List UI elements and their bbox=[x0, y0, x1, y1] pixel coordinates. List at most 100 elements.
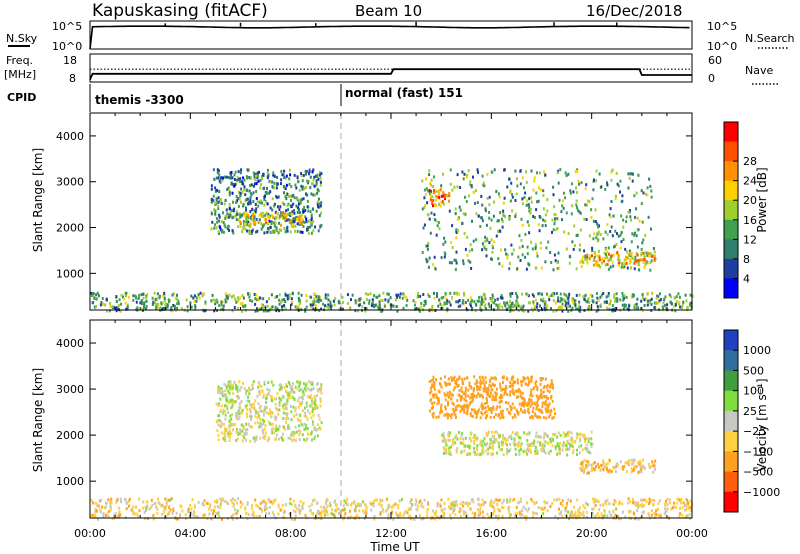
scatter-cell bbox=[164, 508, 167, 511]
scatter-cell bbox=[460, 389, 463, 393]
scatter-cell bbox=[479, 506, 482, 510]
scatter-cell bbox=[516, 177, 518, 181]
scatter-cell bbox=[637, 263, 640, 266]
scatter-cell bbox=[619, 517, 622, 521]
scatter-cell bbox=[537, 309, 540, 313]
scatter-cell bbox=[457, 383, 460, 387]
scatter-cell bbox=[633, 303, 636, 307]
scatter-cell bbox=[260, 214, 263, 218]
scatter-cell bbox=[245, 422, 248, 426]
scatter-cell bbox=[294, 439, 297, 443]
scatter-cell bbox=[530, 240, 533, 244]
scatter-cell bbox=[395, 511, 398, 515]
scatter-cell bbox=[485, 388, 488, 392]
scatter-cell bbox=[225, 175, 228, 179]
scatter-cell bbox=[509, 381, 512, 385]
scatter-cell bbox=[232, 200, 234, 204]
scatter-cell bbox=[228, 228, 230, 232]
scatter-cell bbox=[458, 375, 461, 379]
scatter-cell bbox=[288, 382, 291, 386]
scatter-cell bbox=[432, 385, 435, 389]
scatter-cell bbox=[525, 180, 528, 184]
scatter-cell bbox=[430, 178, 433, 182]
scatter-cell bbox=[240, 187, 243, 191]
scatter-cell bbox=[462, 259, 465, 263]
scatter-cell bbox=[346, 503, 349, 506]
scatter-cell bbox=[474, 201, 476, 205]
scatter-cell bbox=[298, 508, 301, 512]
scatter-cell bbox=[674, 309, 677, 313]
freq-series bbox=[89, 68, 692, 81]
scatter-cell bbox=[224, 216, 227, 220]
scatter-cell bbox=[120, 500, 123, 504]
scatter-cell bbox=[632, 498, 634, 501]
scatter-cell bbox=[271, 180, 274, 184]
scatter-cell bbox=[454, 441, 457, 445]
scatter-cell bbox=[231, 386, 234, 390]
scatter-cell bbox=[314, 174, 317, 178]
scatter-cell bbox=[576, 448, 578, 452]
scatter-cell bbox=[528, 381, 531, 385]
scatter-cell bbox=[316, 200, 319, 204]
scatter-cell bbox=[249, 201, 252, 205]
scatter-cell bbox=[436, 402, 439, 406]
scatter-cell bbox=[492, 295, 495, 299]
scatter-cell bbox=[228, 191, 231, 195]
scatter-cell bbox=[244, 392, 247, 396]
scatter-cell bbox=[274, 498, 277, 502]
scatter-cell bbox=[256, 504, 259, 508]
scatter-cell bbox=[456, 378, 458, 382]
scatter-cell bbox=[429, 391, 431, 395]
scatter-cell bbox=[441, 410, 444, 413]
scatter-cell bbox=[298, 223, 301, 226]
scatter-cell bbox=[585, 437, 588, 441]
scatter-cell bbox=[508, 411, 510, 414]
scatter-cell bbox=[540, 388, 543, 392]
scatter-cell bbox=[640, 247, 643, 251]
scatter-cell bbox=[619, 298, 622, 302]
scatter-cell bbox=[317, 389, 320, 393]
scatter-cell bbox=[454, 212, 457, 216]
scatter-cell bbox=[534, 382, 537, 385]
scatter-cell bbox=[541, 377, 544, 380]
scatter-cell bbox=[291, 210, 294, 214]
scatter-cell bbox=[219, 228, 222, 232]
scatter-cell bbox=[525, 267, 528, 271]
scatter-cell bbox=[310, 216, 313, 220]
scatter-cell bbox=[481, 510, 484, 514]
scatter-cell bbox=[455, 434, 458, 437]
scatter-cell bbox=[586, 460, 589, 464]
scatter-cell bbox=[315, 512, 318, 516]
scatter-cell bbox=[467, 405, 470, 408]
scatter-cell bbox=[586, 199, 589, 203]
scatter-cell bbox=[497, 303, 500, 307]
scatter-cell bbox=[530, 307, 533, 311]
scatter-cell bbox=[232, 391, 235, 395]
scatter-cell bbox=[643, 298, 646, 302]
scatter-cell bbox=[576, 453, 578, 456]
scatter-cell bbox=[236, 390, 239, 394]
scatter-cell bbox=[313, 297, 316, 301]
scatter-cell bbox=[280, 169, 283, 173]
scatter-cell bbox=[598, 256, 601, 260]
scatter-cell bbox=[266, 507, 268, 510]
scatter-cell bbox=[472, 500, 475, 504]
scatter-cell bbox=[643, 304, 646, 307]
scatter-cell bbox=[433, 387, 436, 391]
scatter-cell bbox=[483, 301, 486, 305]
scatter-cell bbox=[653, 306, 656, 309]
scatter-cell bbox=[217, 207, 220, 211]
scatter-cell bbox=[226, 215, 229, 219]
scatter-cell bbox=[567, 296, 570, 300]
scatter-cell bbox=[519, 391, 522, 395]
scatter-cell bbox=[543, 500, 546, 504]
scatter-cell bbox=[301, 433, 304, 437]
scatter-cell bbox=[364, 306, 366, 310]
scatter-cell bbox=[219, 424, 222, 428]
scatter-cell bbox=[236, 509, 239, 513]
scatter-cell bbox=[631, 256, 634, 260]
scatter-cell bbox=[527, 203, 530, 207]
scatter-cell bbox=[564, 196, 567, 200]
scatter-cell bbox=[488, 216, 491, 220]
scatter-cell bbox=[487, 405, 490, 409]
